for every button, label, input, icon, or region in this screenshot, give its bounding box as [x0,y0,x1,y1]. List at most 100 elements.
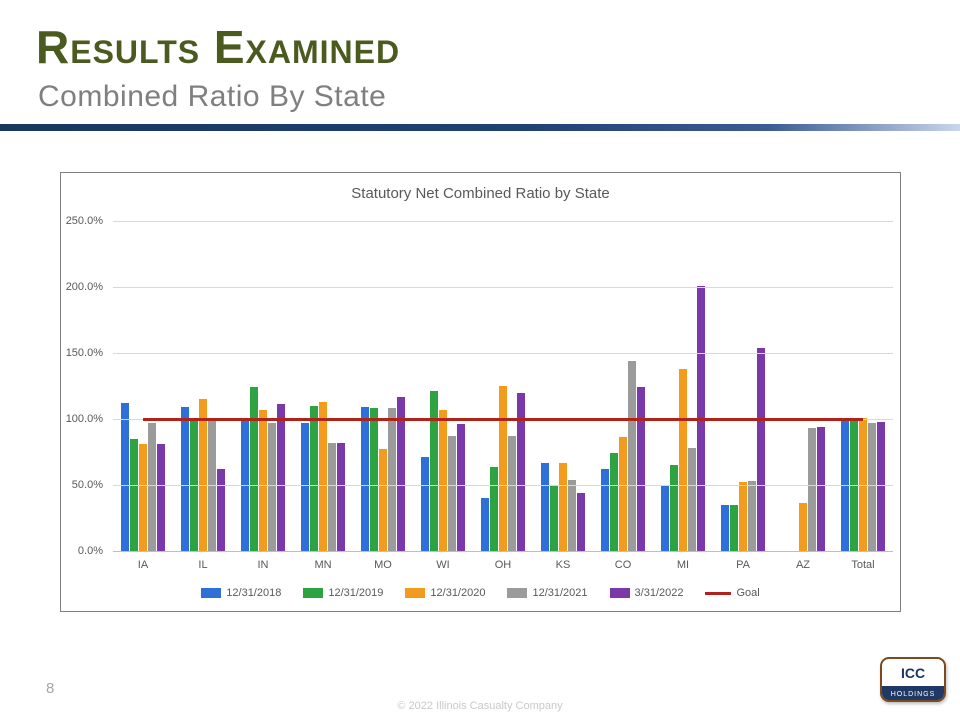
bar-12-31-2020-oh [499,386,507,551]
bar-group-oh [473,221,533,551]
plot-area: 0.0% 50.0% 100.0% 150.0% 200.0% 250.0% [66,215,893,557]
x-axis-label-mi: MI [676,559,690,571]
bar-group-mn [293,221,353,551]
slide-subtitle: Combined Ratio By State [38,80,387,113]
bar-group-total [833,221,893,551]
y-axis-tick-label: 0.0% [77,545,103,557]
bar-group-mi [653,221,713,551]
x-axis-label-mo: MO [374,559,392,571]
gridline [113,353,893,354]
bar-3-31-2022-az [817,426,825,551]
bar-3-31-2022-mn [337,442,345,551]
legend-item-12-31-2019: 12/31/2019 [303,587,383,599]
bar-12-31-2019-wi [430,391,438,551]
bar-12-31-2021-mo [388,408,396,551]
bar-12-31-2018-mi [661,485,669,551]
y-axis-tick-label: 50.0% [71,479,103,491]
bar-12-31-2021-total [868,422,876,551]
icc-holdings-logo: ICC HOLDINGS [880,657,946,702]
legend-swatch [405,588,426,598]
header-divider-bar [0,124,960,131]
bar-12-31-2021-az [808,428,816,551]
logo-holdings-text: HOLDINGS [882,686,944,700]
gridline [113,551,893,552]
legend-goal-line-swatch [705,591,732,595]
y-axis-tick-label: 200.0% [65,281,103,293]
bar-12-31-2018-il [181,407,189,551]
bar-3-31-2022-in [277,404,285,551]
bar-group-mo [353,221,413,551]
bar-12-31-2018-wi [421,457,429,551]
bar-12-31-2020-mi [679,368,687,551]
bar-12-31-2019-co [610,453,618,551]
bar-3-31-2022-ks [577,492,585,551]
bar-3-31-2022-mo [397,396,405,551]
gridline [113,485,893,486]
page-number: 8 [46,680,55,697]
bar-3-31-2022-il [217,469,225,551]
legend-item-12-31-2018: 12/31/2018 [201,587,281,599]
x-axis-label-il: IL [198,559,208,571]
bar-12-31-2018-ks [541,462,549,551]
bar-group-in [233,221,293,551]
legend-swatch [201,588,222,598]
bar-12-31-2021-mn [328,442,336,551]
legend-swatch [507,588,528,598]
goal-line [143,418,863,421]
x-axis-label-ia: IA [137,559,149,571]
gridline [113,221,893,222]
bar-group-ks [533,221,593,551]
bar-3-31-2022-wi [457,424,465,551]
x-axis-labels: IA IL IN MN MO WI OH KS CO MI PA AZ Total [113,559,893,571]
bar-12-31-2019-ia [130,438,138,551]
copyright-text: © 2022 Illinois Casualty Company [397,700,563,712]
x-axis-label-pa: PA [736,559,750,571]
bar-group-il [173,221,233,551]
legend-swatch [609,588,630,598]
slide-title: Results Examined [36,21,401,73]
bar-12-31-2020-co [619,437,627,551]
chart-frame: Statutory Net Combined Ratio by State 0.… [60,172,901,612]
legend-label: 12/31/2021 [532,587,588,599]
bar-12-31-2019-in [250,387,258,551]
bar-12-31-2021-pa [748,481,756,551]
legend-label: 12/31/2018 [226,587,282,599]
y-axis-tick-label: 100.0% [65,413,103,425]
bar-group-pa [713,221,773,551]
y-axis-tick-label: 250.0% [65,215,103,227]
bar-12-31-2020-ia [139,444,147,551]
bar-12-31-2018-co [601,469,609,551]
bar-3-31-2022-oh [517,392,525,551]
legend-label: 3/31/2022 [634,587,684,599]
bar-12-31-2020-il [199,399,207,551]
legend-item-12-31-2020: 12/31/2020 [405,587,485,599]
bar-group-az [773,221,833,551]
bar-12-31-2021-in [268,422,276,551]
legend-label: 12/31/2020 [430,587,486,599]
bar-3-31-2022-co [637,387,645,551]
bar-3-31-2022-ia [157,444,165,551]
logo-icc-text: ICC [900,664,926,681]
x-axis-label-ks: KS [555,559,571,571]
bar-group-wi [413,221,473,551]
bar-12-31-2018-mo [361,407,369,551]
bar-12-31-2019-mn [310,405,318,551]
x-axis-label-co: CO [614,559,632,571]
legend-item-goal: Goal [705,587,760,599]
bar-12-31-2018-oh [481,498,489,551]
x-axis-label-az: AZ [795,559,811,571]
bar-12-31-2018-pa [721,504,729,551]
bar-12-31-2020-total [859,417,867,551]
bar-12-31-2021-ks [568,479,576,551]
bar-12-31-2020-in [259,409,267,551]
legend-item-12-31-2021: 12/31/2021 [507,587,588,599]
bar-12-31-2018-mn [301,422,309,551]
bar-12-31-2020-ks [559,462,567,551]
bar-3-31-2022-pa [757,347,765,551]
bar-group-co [593,221,653,551]
bar-12-31-2021-wi [448,436,456,551]
bar-12-31-2020-mn [319,401,327,551]
bar-12-31-2020-az [799,503,807,551]
bar-12-31-2020-wi [439,409,447,551]
bar-group-ia [113,221,173,551]
